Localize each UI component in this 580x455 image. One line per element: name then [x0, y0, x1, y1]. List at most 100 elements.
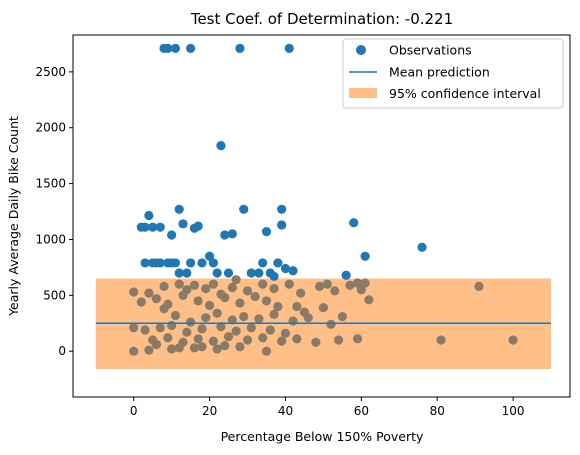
observation-point — [197, 342, 207, 352]
observation-point — [417, 242, 427, 252]
observation-point — [167, 230, 177, 240]
observation-point — [239, 311, 249, 322]
observation-point — [250, 291, 260, 302]
x-tick-label: 80 — [430, 404, 445, 418]
observation-point — [136, 297, 146, 307]
observation-point — [129, 346, 139, 356]
observation-point — [280, 263, 291, 274]
observation-point — [212, 308, 222, 318]
observation-point — [140, 258, 150, 268]
observation-point — [216, 322, 226, 332]
y-tick-label: 0 — [58, 344, 66, 358]
observation-point — [193, 296, 203, 306]
legend-mean-label: Mean prediction — [389, 65, 490, 80]
observation-point — [303, 313, 313, 323]
observation-point — [235, 43, 245, 54]
observation-point — [258, 258, 268, 268]
observation-point — [223, 268, 234, 278]
observation-point — [265, 325, 275, 335]
observation-point — [277, 204, 287, 214]
observation-points — [129, 43, 518, 356]
observation-point — [201, 313, 211, 323]
x-tick-label: 100 — [502, 404, 525, 418]
observation-point — [258, 333, 268, 343]
plot-frame — [72, 34, 571, 398]
x-tick-label: 40 — [278, 404, 293, 418]
observation-point — [261, 296, 272, 306]
x-tick-label: 0 — [130, 404, 138, 418]
observation-point — [235, 342, 245, 352]
observation-point — [140, 325, 150, 335]
observation-point — [280, 328, 291, 338]
observation-point — [315, 281, 325, 291]
observation-point — [352, 278, 363, 288]
observation-point — [212, 268, 222, 278]
observation-point — [163, 333, 173, 343]
observation-point — [284, 43, 294, 54]
observation-point — [170, 258, 181, 268]
observation-point — [227, 282, 237, 293]
x-axis-ticks: 0 20 40 60 80 100 — [130, 397, 525, 418]
observation-point — [204, 251, 215, 261]
observation-point — [178, 290, 188, 300]
observation-point — [170, 310, 181, 321]
observation-point — [508, 335, 518, 345]
observation-point — [261, 346, 272, 356]
observation-point — [208, 336, 218, 346]
y-tick-label: 2500 — [35, 65, 66, 79]
observation-point — [174, 279, 184, 289]
observation-point — [296, 288, 306, 298]
observation-point — [436, 335, 446, 345]
y-axis-label: Yearly Average Daily Bike Count — [6, 116, 21, 317]
observation-point — [129, 323, 139, 333]
observation-point — [216, 141, 226, 151]
observation-point — [341, 270, 351, 280]
observation-point — [193, 221, 203, 231]
observation-point — [193, 334, 203, 344]
observation-point — [212, 344, 222, 354]
legend-box — [342, 38, 564, 109]
observation-point — [174, 268, 184, 278]
observation-point — [204, 300, 215, 310]
y-tick-label: 1500 — [35, 177, 66, 191]
observation-point — [186, 317, 196, 327]
observation-point — [273, 258, 283, 268]
observation-point — [197, 324, 207, 334]
observation-point — [144, 345, 154, 355]
observation-point — [155, 258, 165, 268]
observation-point — [155, 323, 165, 333]
observation-point — [292, 301, 302, 312]
observation-point — [182, 327, 192, 337]
observation-point — [227, 229, 237, 239]
observation-point — [345, 280, 355, 290]
observation-point — [330, 286, 340, 296]
observation-point — [242, 286, 253, 296]
observation-point — [349, 218, 359, 228]
observation-point — [265, 268, 275, 278]
observation-point — [239, 204, 249, 214]
observation-point — [136, 222, 146, 232]
observation-point — [288, 316, 298, 326]
observation-point — [129, 287, 139, 297]
y-axis-ticks: 0 500 1000 1500 2000 2500 — [35, 65, 73, 358]
legend-interval-label: 95% confidence interval — [389, 86, 541, 101]
observation-point — [167, 320, 177, 331]
observation-point — [174, 343, 184, 353]
observation-point — [170, 43, 181, 54]
observation-point — [277, 220, 287, 230]
observation-point — [223, 332, 234, 342]
observation-point — [189, 343, 200, 353]
y-tick-label: 1000 — [35, 232, 66, 246]
plot-area — [95, 43, 552, 370]
observation-point — [182, 268, 192, 278]
observation-point — [356, 285, 366, 295]
observation-point — [231, 275, 241, 285]
observation-point — [186, 43, 196, 54]
observation-point — [273, 301, 283, 312]
observation-point — [242, 335, 253, 345]
observation-point — [220, 341, 230, 351]
observation-point — [155, 222, 165, 232]
observation-point — [220, 292, 230, 303]
observation-point — [360, 251, 370, 261]
